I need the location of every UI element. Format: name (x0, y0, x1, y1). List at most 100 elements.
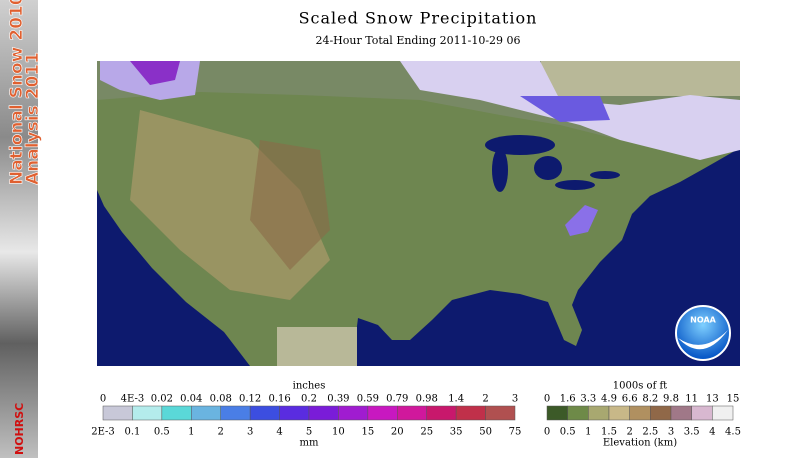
legend-unit: inches (293, 381, 326, 392)
legend-tick-bottom: 0 (544, 427, 550, 438)
legend-tick-top: 3.3 (580, 394, 596, 405)
legend-tick-bottom: 35 (450, 427, 463, 438)
legend-swatch (338, 405, 369, 421)
legend-unit: 1000s of ft (613, 381, 667, 392)
legend-tick-top: 0.04 (180, 394, 202, 405)
lake (534, 156, 562, 180)
legend-swatch (670, 405, 692, 421)
legend-tick-top: 0.16 (268, 394, 290, 405)
legend-unit: Elevation (km) (603, 438, 677, 449)
legend-tick-top: 1.4 (448, 394, 464, 405)
legend-swatch (546, 405, 568, 421)
legend-swatch (712, 405, 734, 421)
sidebar-title-line: Analysis 2011 (23, 52, 43, 185)
legend-swatch (161, 405, 192, 421)
legend-tick-top: 13 (706, 394, 719, 405)
legend-swatch (279, 405, 310, 421)
legend-swatch (691, 405, 713, 421)
legend-tick-bottom: 5 (306, 427, 312, 438)
legend-swatch (191, 405, 221, 421)
legend-tick-top: 0.79 (386, 394, 408, 405)
legend-swatch (485, 405, 516, 421)
legend-tick-top: 4.9 (601, 394, 617, 405)
legend-tick-bottom: 2 (626, 427, 632, 438)
legend-tick-bottom: 1.5 (601, 427, 617, 438)
legend-tick-bottom: 4 (709, 427, 715, 438)
subtitle: 24-Hour Total Ending 2011-10-29 06 (315, 34, 520, 47)
legend-tick-top: 0 (100, 394, 106, 405)
legend-tick-top: 11 (685, 394, 698, 405)
legend-swatch (102, 405, 133, 421)
legend-tick-bottom: 1 (585, 427, 591, 438)
legend-tick-bottom: 2.5 (642, 427, 658, 438)
legend-swatch (629, 405, 651, 421)
legend-tick-top: 0.12 (239, 394, 261, 405)
legend-tick-top: 0.59 (357, 394, 379, 405)
legend-swatch (308, 405, 339, 421)
snow-area (520, 96, 610, 122)
noaa-logo-bird (678, 330, 728, 350)
legend-tick-bottom: 4 (276, 427, 282, 438)
snow-area (565, 205, 598, 236)
legend-tick-top: 1.6 (560, 394, 576, 405)
legend-swatch (567, 405, 589, 421)
noaa-logo-text: NOAA (690, 316, 716, 325)
sidebar-image (0, 0, 38, 458)
legend-swatch (220, 405, 251, 421)
legend-tick-bottom: 1 (188, 427, 194, 438)
legend-tick-bottom: 0.5 (560, 427, 576, 438)
sidebar-logo: NOHRSC (13, 403, 26, 455)
legend-tick-top: 0.98 (416, 394, 438, 405)
legend-tick-bottom: 3.5 (684, 427, 700, 438)
legend-tick-top: 6.6 (622, 394, 638, 405)
snow-area (130, 61, 180, 85)
legend-swatch (426, 405, 457, 421)
legend-tick-bottom: 2 (218, 427, 224, 438)
legend-swatch (608, 405, 630, 421)
sidebar-title-line: National Snow 2010- (7, 0, 27, 185)
legend-swatch (588, 405, 610, 421)
legend-tick-bottom: 0.5 (154, 427, 170, 438)
legend-tick-bottom: 25 (420, 427, 433, 438)
legend-unit: mm (300, 438, 319, 449)
legend-swatch (455, 405, 486, 421)
legend-tick-top: 15 (727, 394, 740, 405)
legend-tick-top: 8.2 (642, 394, 658, 405)
legend-tick-bottom: 3 (668, 427, 674, 438)
legend-swatch (367, 405, 398, 421)
legend-tick-top: 0.08 (210, 394, 232, 405)
noaa-logo (675, 305, 731, 361)
legend-tick-top: 0.2 (301, 394, 317, 405)
legend-tick-top: 4E-3 (121, 394, 145, 405)
legend-tick-bottom: 10 (332, 427, 345, 438)
legend-swatch (397, 405, 427, 421)
legend-tick-top: 2 (482, 394, 488, 405)
lake (555, 180, 595, 190)
masked-area (541, 61, 740, 96)
legend-tick-bottom: 50 (479, 427, 492, 438)
legend-tick-top: 0.02 (151, 394, 173, 405)
lake (492, 148, 508, 192)
legend-tick-bottom: 15 (361, 427, 374, 438)
masked-area (277, 327, 357, 366)
legend-tick-bottom: 20 (391, 427, 404, 438)
legend-tick-bottom: 0.1 (124, 427, 140, 438)
legend-swatch (650, 405, 672, 421)
rockies (250, 140, 330, 270)
legend-tick-bottom: 2E-3 (91, 427, 115, 438)
legend-tick-top: 3 (512, 394, 518, 405)
legend-tick-bottom: 3 (247, 427, 253, 438)
legend-swatch (132, 405, 163, 421)
legend-tick-bottom: 75 (509, 427, 522, 438)
map: NOAA (97, 61, 740, 366)
legend-tick-bottom: 4.5 (725, 427, 741, 438)
legend-swatch (249, 405, 280, 421)
lake (590, 171, 620, 179)
legend-tick-top: 0.39 (327, 394, 349, 405)
title: Scaled Snow Precipitation (299, 9, 538, 28)
legend-tick-top: 9.8 (663, 394, 679, 405)
sidebar-title: National Snow 2010- Analysis 2011 (7, 0, 44, 185)
